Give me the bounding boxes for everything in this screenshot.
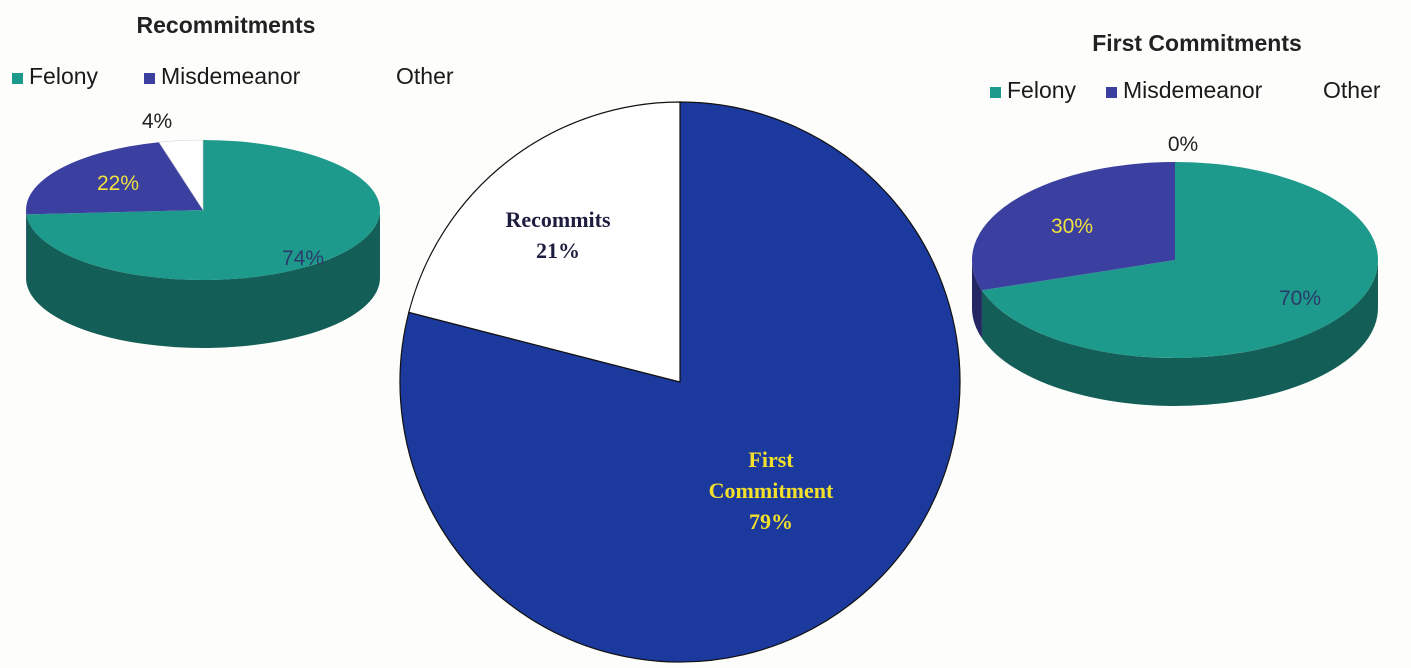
pie-1-slice-misdemeanor bbox=[25, 142, 203, 215]
legend-swatch-felony bbox=[990, 87, 1001, 98]
legend-label-felony: Felony bbox=[1007, 77, 1077, 103]
pie-2-slice-first-commitment bbox=[399, 101, 961, 663]
legend-swatch-felony bbox=[12, 73, 23, 84]
pie-1-slice-other bbox=[158, 139, 204, 212]
legend-swatch-misdemeanor bbox=[144, 73, 155, 84]
pie-1-label-other: 4% bbox=[142, 110, 172, 133]
pie-2-label-first-commitment-value: 79% bbox=[749, 509, 793, 534]
pie-2-slice-recommits bbox=[408, 101, 681, 383]
pie-3-slice-felony bbox=[981, 162, 1379, 358]
pie-3-label-felony: 70% bbox=[1279, 287, 1321, 310]
pie-1-label-misdemeanor: 22% bbox=[97, 172, 139, 195]
pie-2-label-first-commitment-name-line2: Commitment bbox=[709, 478, 834, 503]
pie-3-slice-misdemeanor bbox=[971, 161, 1175, 291]
chart-title: Recommitments bbox=[137, 12, 316, 38]
pie-1-label-felony: 74% bbox=[282, 247, 324, 270]
pie-2-label-recommits-name: Recommits bbox=[505, 207, 611, 232]
legend-label-other: Other bbox=[1323, 77, 1381, 103]
commitment-type-chart: Recommits 21% First Commitment 79% bbox=[399, 101, 961, 663]
legend-label-misdemeanor: Misdemeanor bbox=[1123, 77, 1263, 103]
legend-label-misdemeanor: Misdemeanor bbox=[161, 63, 301, 89]
pie-2-label-recommits-value: 21% bbox=[536, 238, 580, 263]
pie-1-slice-side-felony bbox=[26, 210, 380, 348]
pie-3-slice-side-misdemeanor bbox=[972, 260, 982, 339]
pie-3-label-misdemeanor: 30% bbox=[1051, 215, 1093, 238]
legend-label-other: Other bbox=[396, 63, 454, 89]
chart-title: First Commitments bbox=[1092, 30, 1302, 56]
recommitments-chart: Recommitments Felony Misdemeanor Other 74% 22… bbox=[12, 12, 454, 348]
legend-swatch-misdemeanor bbox=[1106, 87, 1117, 98]
pie-3-slice-side-felony bbox=[981, 260, 1378, 406]
pie-3-label-other: 0% bbox=[1168, 133, 1198, 156]
legend-label-felony: Felony bbox=[29, 63, 99, 89]
first-commitments-chart: First Commitments Felony Misdemeanor Other 7… bbox=[971, 30, 1381, 406]
pie-2-label-first-commitment-name-line1: First bbox=[748, 447, 794, 472]
